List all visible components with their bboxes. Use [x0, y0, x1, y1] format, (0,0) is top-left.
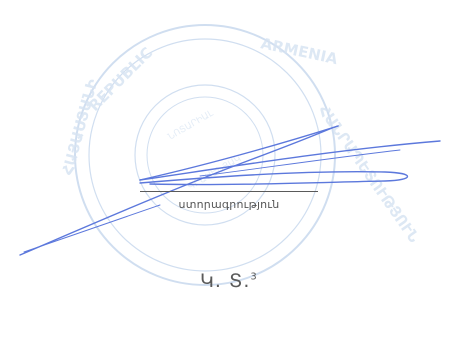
signature-line: [140, 191, 318, 192]
seal-place-label: Կ. Տ.3: [200, 270, 257, 292]
footnote-marker: 3: [250, 271, 257, 283]
signature-caption: ստորագրություն: [178, 198, 280, 211]
seal-place-text: Կ. Տ.: [200, 270, 251, 292]
